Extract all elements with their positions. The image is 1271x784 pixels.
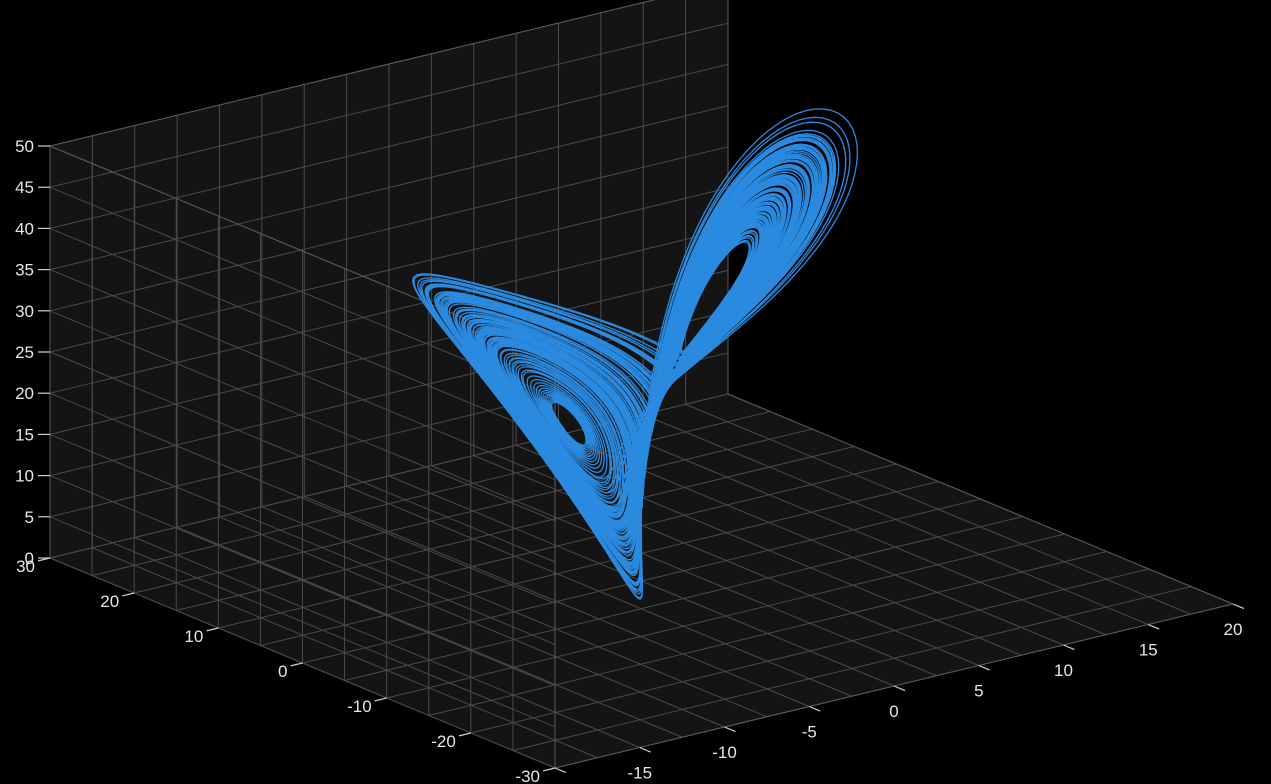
z-tick-label: 10 (15, 467, 34, 486)
y-tick-mark (542, 767, 556, 772)
z-tick-label: 0 (25, 549, 34, 568)
x-tick-mark (1232, 603, 1245, 610)
y-tick-mark (122, 592, 135, 597)
backwall-grid-line-z (49, 22, 729, 188)
y-tick-label: -10 (347, 697, 372, 716)
x-tick-label: 15 (1139, 641, 1158, 660)
backwall-grid-line-z (49, 63, 729, 229)
sidewall-grid-line-z (49, 475, 556, 687)
floor-grid-line-y (512, 586, 1192, 751)
floor-grid-line-y (386, 533, 1065, 699)
z-tick-label: 25 (15, 343, 34, 362)
y-tick-label: -30 (515, 767, 540, 784)
y-tick-label: 10 (184, 627, 203, 646)
floor-grid-line-y (91, 411, 771, 576)
sidewall-grid-line-z (49, 433, 556, 645)
x-tick-label: 0 (889, 702, 898, 721)
floor-grid-line-y (470, 568, 1149, 734)
floor-grid-line-y (134, 428, 813, 594)
y-tick-mark (290, 662, 303, 667)
sidewall-grid-line-z (49, 351, 556, 563)
x-tick-label: -10 (712, 743, 737, 762)
floor-grid-line-y (428, 551, 1107, 716)
y-tick-label: 0 (278, 662, 287, 681)
sidewall-grid-line-z (49, 269, 556, 481)
z-tick-label: 45 (15, 178, 34, 197)
x-tick-label: 5 (974, 682, 983, 701)
x-tick-mark (809, 705, 821, 712)
axes-ticks: -20-15-10-505101520-30-20-10010203005101… (15, 137, 1245, 784)
floor-grid-line-y (218, 463, 897, 629)
series-line (412, 108, 859, 600)
floor-grid-line-y (176, 446, 855, 611)
y-tick-mark (458, 732, 471, 737)
sidewall-grid-line-z (49, 310, 556, 522)
y-tick-label: -20 (431, 732, 456, 751)
backwall-grid-line-z (49, 105, 729, 271)
sidewall-grid-line-z (49, 227, 556, 439)
x-tick-mark (978, 664, 990, 671)
backwall-grid-line-z (49, 228, 729, 394)
y-tick-label: 30 (16, 557, 35, 576)
z-tick-label: 50 (15, 137, 34, 156)
attractor-trajectory (412, 108, 859, 600)
x-tick-label: -5 (802, 723, 817, 742)
x-tick-label: 10 (1054, 661, 1073, 680)
x-tick-mark (639, 746, 651, 753)
z-tick-label: 15 (15, 425, 34, 444)
axes-box-edge (49, 0, 656, 147)
x-tick-label: -15 (628, 764, 653, 783)
x-tick-label: 20 (1224, 620, 1243, 639)
z-tick-label: 35 (15, 261, 34, 280)
sidewall-grid-line-z (49, 516, 556, 728)
x-tick-mark (1148, 623, 1160, 630)
z-tick-label: 30 (15, 302, 34, 321)
y-tick-mark (206, 627, 219, 632)
z-tick-label: 40 (15, 219, 34, 238)
y-tick-mark (374, 697, 387, 702)
axes-box-edge (727, 393, 1234, 605)
x-tick-mark (554, 767, 567, 774)
x-tick-mark (724, 726, 736, 733)
backwall-grid-line-z (49, 269, 729, 435)
backwall-grid-line-z (49, 187, 729, 353)
backwall-grid-line-z (49, 393, 729, 559)
x-tick-mark (893, 685, 906, 692)
y-tick-label: 20 (100, 592, 119, 611)
floor-grid-line-y (344, 516, 1023, 681)
x-tick-mark (1063, 644, 1075, 651)
backwall-grid-line-z (49, 146, 729, 312)
floor-grid-line-y (260, 481, 939, 646)
z-tick-label: 5 (25, 508, 34, 527)
sidewall-grid-line-z (49, 392, 556, 604)
z-tick-label: 20 (15, 384, 34, 403)
